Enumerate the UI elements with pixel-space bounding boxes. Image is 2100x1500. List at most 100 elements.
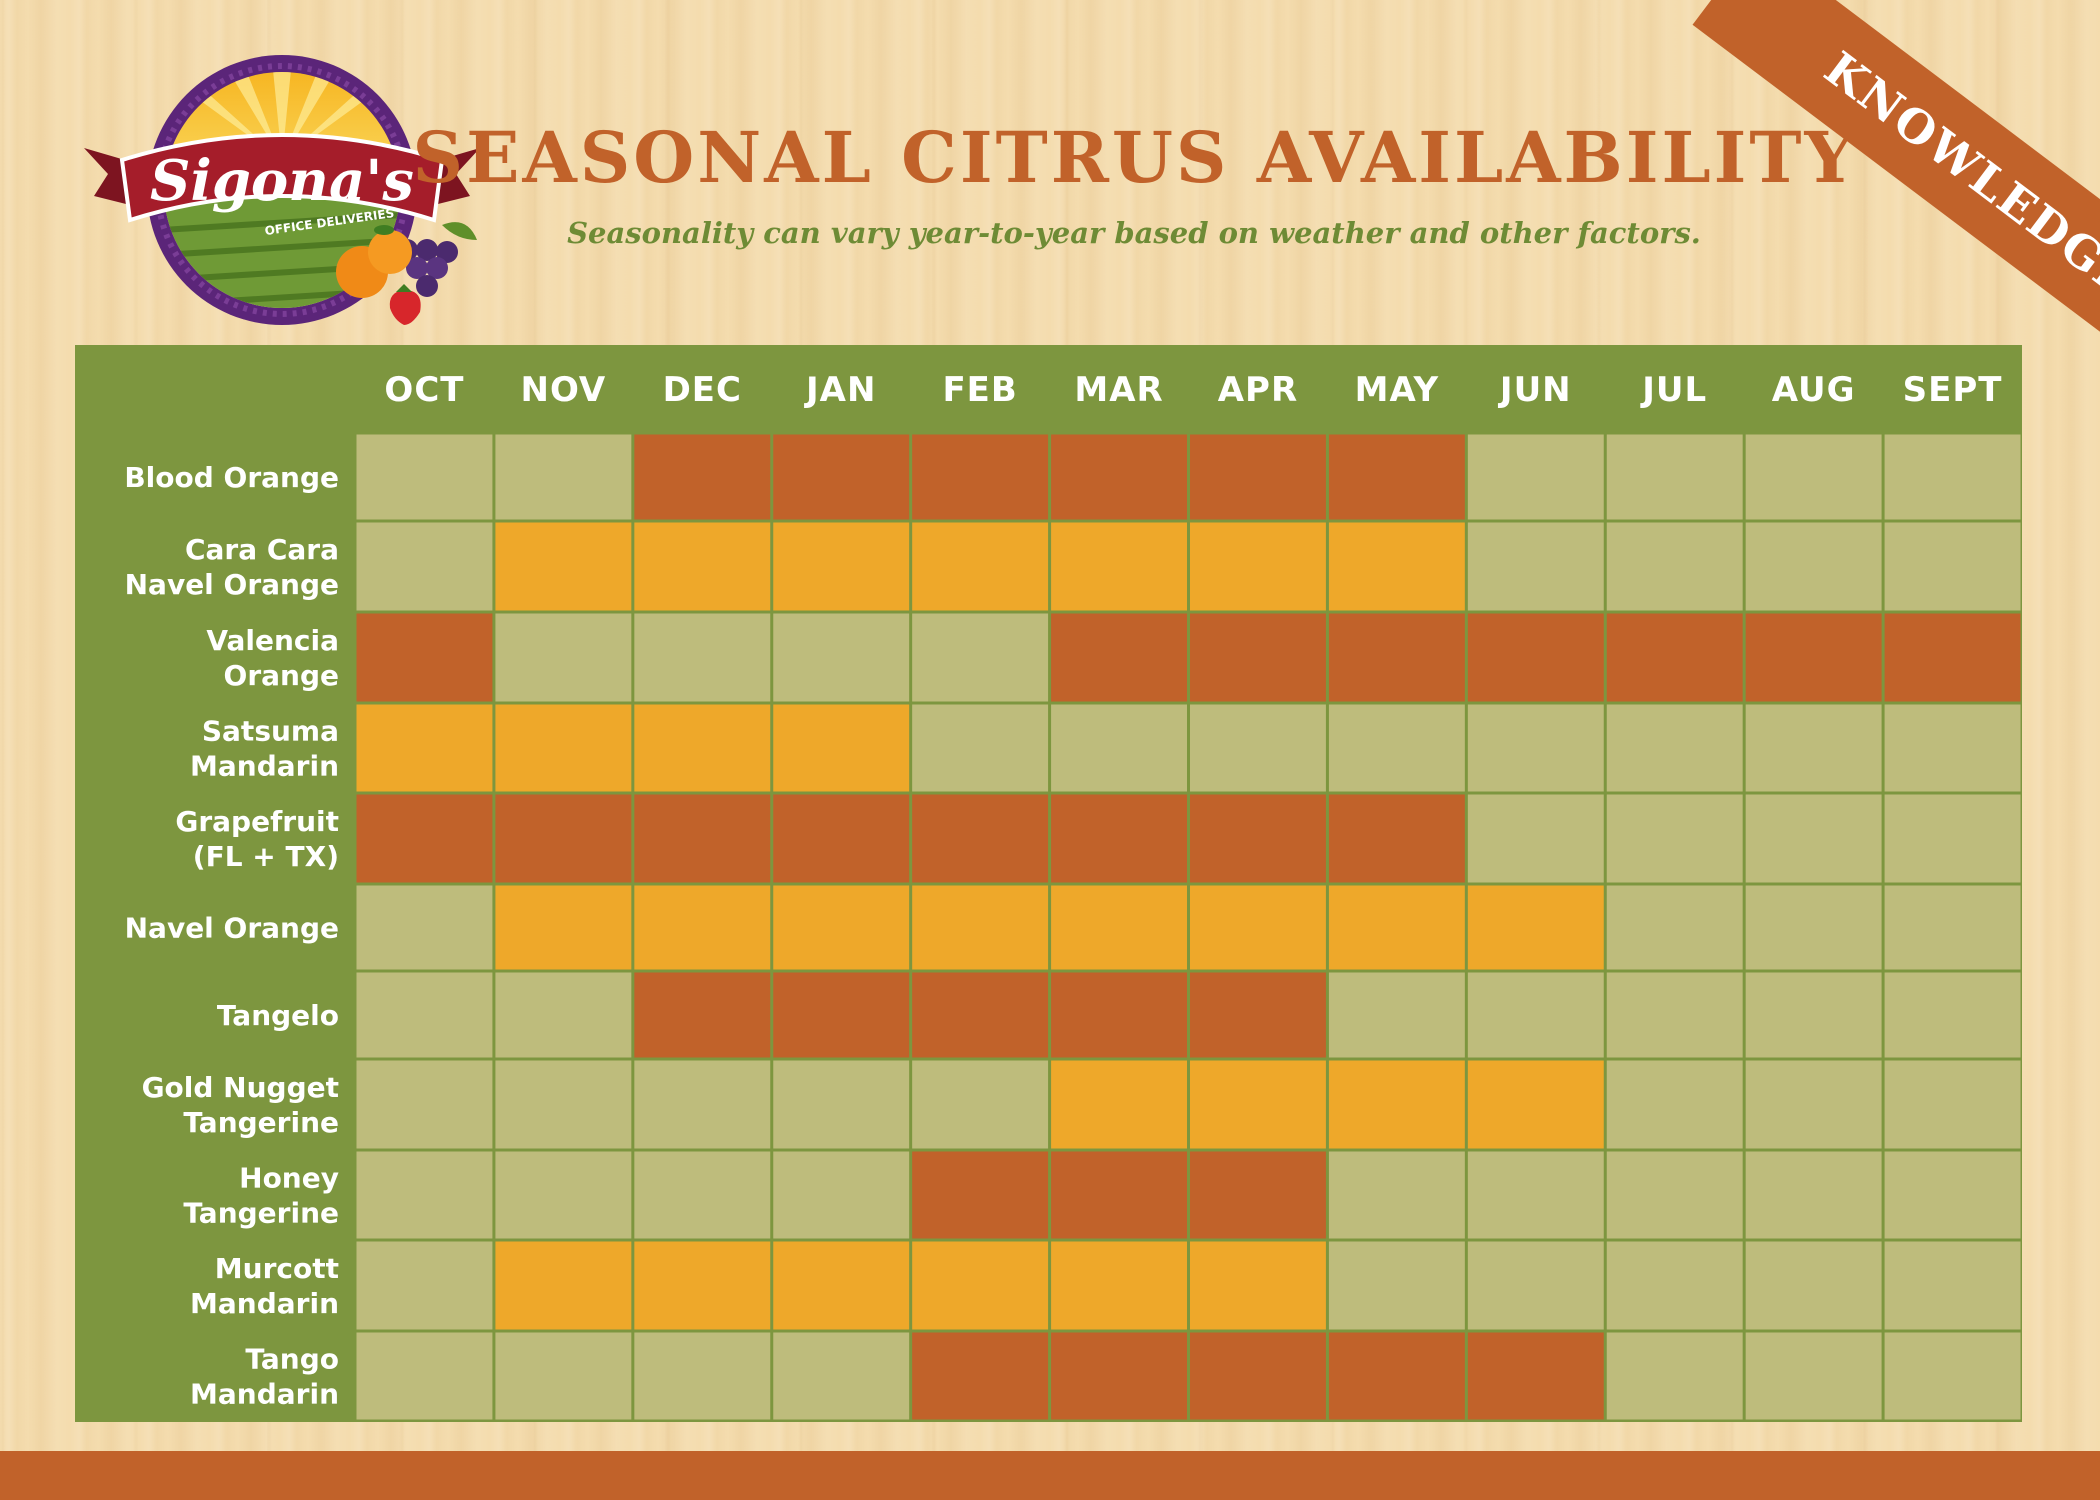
cell-satsuma-mandarin-may-unavailable bbox=[1328, 704, 1465, 792]
cell-satsuma-mandarin-jun-unavailable bbox=[1467, 704, 1604, 792]
cell-gold-nugget-tangerine-jul-unavailable bbox=[1606, 1060, 1743, 1149]
cell-gold-nugget-tangerine-oct-unavailable bbox=[356, 1060, 493, 1149]
row-label-murcott-mandarin-line-1: Murcott bbox=[215, 1252, 339, 1285]
cell-murcott-mandarin-jan-available bbox=[773, 1241, 910, 1330]
orange-fruit-icon bbox=[336, 225, 412, 298]
cell-grapefruit-fl-tx-jun-unavailable bbox=[1467, 794, 1604, 883]
cell-tangelo-sept-unavailable bbox=[1884, 972, 2021, 1058]
cell-honey-tangerine-sept-unavailable bbox=[1884, 1151, 2021, 1239]
cell-blood-orange-may-available bbox=[1328, 434, 1465, 520]
cell-valencia-orange-mar-available bbox=[1051, 613, 1187, 702]
cell-tango-mandarin-jul-unavailable bbox=[1606, 1332, 1743, 1420]
cell-valencia-orange-jan-unavailable bbox=[773, 613, 910, 702]
cell-honey-tangerine-dec-unavailable bbox=[634, 1151, 771, 1239]
cell-murcott-mandarin-feb-available bbox=[912, 1241, 1049, 1330]
cell-tangelo-feb-available bbox=[912, 972, 1049, 1058]
row-label-satsuma-mandarin-line-1: Satsuma bbox=[202, 715, 339, 748]
cell-tango-mandarin-dec-unavailable bbox=[634, 1332, 771, 1420]
cell-cara-cara-navel-orange-mar-available bbox=[1051, 522, 1187, 611]
row-label-cara-cara-navel-orange-line-1: Cara Cara bbox=[185, 533, 339, 566]
cell-tangelo-dec-available bbox=[634, 972, 771, 1058]
cell-honey-tangerine-aug-unavailable bbox=[1745, 1151, 1882, 1239]
cell-honey-tangerine-jun-unavailable bbox=[1467, 1151, 1604, 1239]
cell-gold-nugget-tangerine-jun-available bbox=[1467, 1060, 1604, 1149]
cell-gold-nugget-tangerine-apr-available bbox=[1190, 1060, 1326, 1149]
cell-tango-mandarin-may-available bbox=[1328, 1332, 1465, 1420]
cell-navel-orange-sept-unavailable bbox=[1884, 885, 2021, 970]
cell-tangelo-oct-unavailable bbox=[356, 972, 493, 1058]
cell-satsuma-mandarin-jul-unavailable bbox=[1606, 704, 1743, 792]
cell-satsuma-mandarin-aug-unavailable bbox=[1745, 704, 1882, 792]
cell-grapefruit-fl-tx-dec-available bbox=[634, 794, 771, 883]
cell-navel-orange-apr-available bbox=[1190, 885, 1326, 970]
cell-honey-tangerine-may-unavailable bbox=[1328, 1151, 1465, 1239]
cell-tango-mandarin-jan-unavailable bbox=[773, 1332, 910, 1420]
cell-satsuma-mandarin-feb-unavailable bbox=[912, 704, 1049, 792]
cell-grapefruit-fl-tx-may-available bbox=[1328, 794, 1465, 883]
row-label-murcott-mandarin-line-2: Mandarin bbox=[190, 1287, 339, 1320]
cell-grapefruit-fl-tx-feb-available bbox=[912, 794, 1049, 883]
cell-navel-orange-aug-unavailable bbox=[1745, 885, 1882, 970]
cell-tangelo-may-unavailable bbox=[1328, 972, 1465, 1058]
cell-valencia-orange-apr-available bbox=[1190, 613, 1326, 702]
cell-murcott-mandarin-jul-unavailable bbox=[1606, 1241, 1743, 1330]
cell-satsuma-mandarin-nov-available bbox=[495, 704, 632, 792]
cell-blood-orange-dec-available bbox=[634, 434, 771, 520]
cell-grapefruit-fl-tx-jul-unavailable bbox=[1606, 794, 1743, 883]
column-header-sept: SEPT bbox=[1903, 370, 2003, 410]
cell-tango-mandarin-jun-available bbox=[1467, 1332, 1604, 1420]
column-header-aug: AUG bbox=[1772, 370, 1856, 410]
column-header-may: MAY bbox=[1355, 370, 1440, 410]
cell-grapefruit-fl-tx-sept-unavailable bbox=[1884, 794, 2021, 883]
cell-navel-orange-nov-available bbox=[495, 885, 632, 970]
cell-tangelo-aug-unavailable bbox=[1745, 972, 1882, 1058]
row-label-tango-mandarin-line-1: Tango bbox=[245, 1343, 339, 1376]
logo-brand-text: Sigona's bbox=[150, 148, 414, 214]
row-label-grapefruit-fl-tx-line-1: Grapefruit bbox=[175, 805, 339, 838]
cell-gold-nugget-tangerine-nov-unavailable bbox=[495, 1060, 632, 1149]
cell-cara-cara-navel-orange-apr-available bbox=[1190, 522, 1326, 611]
cell-tangelo-jan-available bbox=[773, 972, 910, 1058]
cell-gold-nugget-tangerine-aug-unavailable bbox=[1745, 1060, 1882, 1149]
cell-valencia-orange-oct-available bbox=[356, 613, 493, 702]
footer-bar bbox=[0, 1451, 2100, 1500]
cell-navel-orange-jul-unavailable bbox=[1606, 885, 1743, 970]
page-title: SEASONAL CITRUS AVAILABILITY bbox=[412, 116, 1858, 199]
cell-tango-mandarin-nov-unavailable bbox=[495, 1332, 632, 1420]
cell-murcott-mandarin-oct-unavailable bbox=[356, 1241, 493, 1330]
cell-valencia-orange-jun-available bbox=[1467, 613, 1604, 702]
row-label-gold-nugget-tangerine-line-1: Gold Nugget bbox=[142, 1071, 339, 1104]
cell-murcott-mandarin-jun-unavailable bbox=[1467, 1241, 1604, 1330]
cell-navel-orange-mar-available bbox=[1051, 885, 1187, 970]
cell-cara-cara-navel-orange-jan-available bbox=[773, 522, 910, 611]
strawberry-icon bbox=[389, 284, 421, 325]
cell-tango-mandarin-sept-unavailable bbox=[1884, 1332, 2021, 1420]
cell-murcott-mandarin-mar-available bbox=[1051, 1241, 1187, 1330]
cell-blood-orange-jan-available bbox=[773, 434, 910, 520]
row-label-honey-tangerine-line-1: Honey bbox=[239, 1162, 339, 1195]
cell-valencia-orange-may-available bbox=[1328, 613, 1465, 702]
row-label-honey-tangerine-line-2: Tangerine bbox=[183, 1197, 339, 1230]
cell-satsuma-mandarin-oct-available bbox=[356, 704, 493, 792]
cell-navel-orange-may-available bbox=[1328, 885, 1465, 970]
cell-valencia-orange-jul-available bbox=[1606, 613, 1743, 702]
cell-grapefruit-fl-tx-oct-available bbox=[356, 794, 493, 883]
cell-murcott-mandarin-may-unavailable bbox=[1328, 1241, 1465, 1330]
row-label-valencia-orange-line-1: Valencia bbox=[206, 624, 339, 657]
cell-honey-tangerine-nov-unavailable bbox=[495, 1151, 632, 1239]
cell-grapefruit-fl-tx-nov-available bbox=[495, 794, 632, 883]
cell-blood-orange-mar-available bbox=[1051, 434, 1187, 520]
page-subtitle: Seasonality can vary year-to-year based … bbox=[567, 216, 1701, 250]
cell-navel-orange-oct-unavailable bbox=[356, 885, 493, 970]
cell-navel-orange-jan-available bbox=[773, 885, 910, 970]
cell-grapefruit-fl-tx-apr-available bbox=[1190, 794, 1326, 883]
cell-honey-tangerine-apr-available bbox=[1190, 1151, 1326, 1239]
cell-satsuma-mandarin-mar-unavailable bbox=[1051, 704, 1187, 792]
cell-cara-cara-navel-orange-nov-available bbox=[495, 522, 632, 611]
cell-satsuma-mandarin-dec-available bbox=[634, 704, 771, 792]
cell-satsuma-mandarin-sept-unavailable bbox=[1884, 704, 2021, 792]
cell-cara-cara-navel-orange-dec-available bbox=[634, 522, 771, 611]
cell-blood-orange-feb-available bbox=[912, 434, 1049, 520]
cell-murcott-mandarin-apr-available bbox=[1190, 1241, 1326, 1330]
cell-valencia-orange-feb-unavailable bbox=[912, 613, 1049, 702]
